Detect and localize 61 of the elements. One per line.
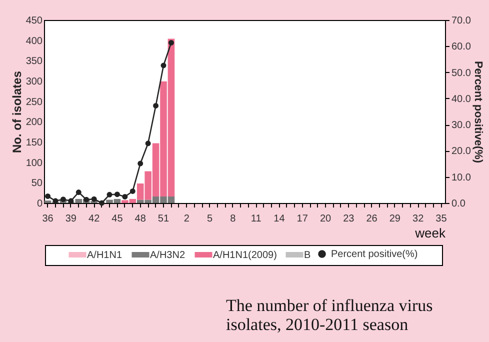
legend-label: A/H3N2 bbox=[150, 250, 186, 261]
y-tick-label: 200 bbox=[26, 117, 43, 128]
point bbox=[60, 196, 66, 202]
y-tick-label: 50 bbox=[31, 178, 43, 190]
point bbox=[52, 198, 58, 204]
y2-tick-label: 60.0 bbox=[452, 42, 472, 53]
legend-label: A/H1N1(2009) bbox=[213, 250, 277, 261]
y-tick-label: 250 bbox=[26, 96, 43, 108]
y2-tick-label: 10.0 bbox=[452, 172, 472, 184]
x-tick-label: 42 bbox=[88, 214, 100, 224]
point bbox=[153, 103, 159, 108]
y-axis-title: No. of isolates bbox=[10, 70, 24, 154]
y-tick-label: 0 bbox=[36, 198, 43, 210]
x-tick-label: 32 bbox=[412, 214, 424, 224]
y-tick-label: 300 bbox=[26, 76, 43, 88]
point bbox=[106, 192, 112, 198]
x-tick-label: 23 bbox=[343, 214, 355, 224]
y2-tick-label: 40.0 bbox=[452, 94, 472, 105]
y2-axis-title: Percent positive(%) bbox=[472, 60, 484, 164]
point bbox=[168, 40, 174, 46]
point bbox=[122, 194, 128, 200]
x-tick-label: 29 bbox=[389, 214, 401, 224]
point bbox=[45, 193, 51, 199]
point bbox=[138, 160, 144, 166]
x-axis-title: week bbox=[414, 226, 446, 240]
legend-label: B bbox=[304, 250, 311, 261]
y2-tick-label: 0.0 bbox=[452, 198, 466, 210]
x-tick-label: 45 bbox=[112, 214, 124, 224]
x-tick-label: 51 bbox=[158, 214, 170, 224]
legend-label: A/H1N1 bbox=[87, 250, 122, 261]
point bbox=[76, 190, 82, 196]
y2-tick-label: 20.0 bbox=[452, 146, 472, 158]
point bbox=[130, 188, 136, 194]
x-tick-label: 17 bbox=[296, 214, 308, 224]
x-tick-label: 20 bbox=[320, 214, 332, 224]
y-tick-label: 350 bbox=[26, 56, 43, 68]
x-tick-label: 35 bbox=[436, 214, 448, 224]
x-tick-label: 26 bbox=[366, 214, 378, 224]
point bbox=[68, 198, 74, 204]
y-tick-label: 150 bbox=[26, 138, 43, 148]
point bbox=[99, 200, 105, 206]
x-tick-label: 39 bbox=[65, 214, 77, 224]
x-tick-label: 2 bbox=[184, 214, 190, 224]
legend-label: Percent positive(%) bbox=[331, 249, 418, 260]
y2-tick-label: 30.0 bbox=[452, 120, 472, 132]
y2-tick-label: 70.0 bbox=[452, 16, 472, 26]
x-tick-label: 36 bbox=[42, 214, 54, 224]
point bbox=[145, 140, 151, 146]
x-tick-label: 5 bbox=[207, 214, 214, 224]
x-tick-label: 14 bbox=[274, 214, 286, 224]
y2-tick-label: 50.0 bbox=[452, 68, 472, 79]
point bbox=[91, 196, 97, 202]
point bbox=[160, 62, 166, 68]
y-tick-label: 450 bbox=[26, 16, 43, 26]
point bbox=[114, 192, 120, 198]
y-tick-label: 400 bbox=[26, 36, 43, 47]
y-tick-label: 100 bbox=[26, 158, 43, 169]
x-tick-label: 48 bbox=[134, 214, 146, 224]
text: The number of influenza virus isolates, 2010-2011 season bbox=[226, 296, 434, 334]
x-tick-label: 11 bbox=[250, 214, 262, 224]
x-tick-label: 8 bbox=[230, 214, 236, 224]
